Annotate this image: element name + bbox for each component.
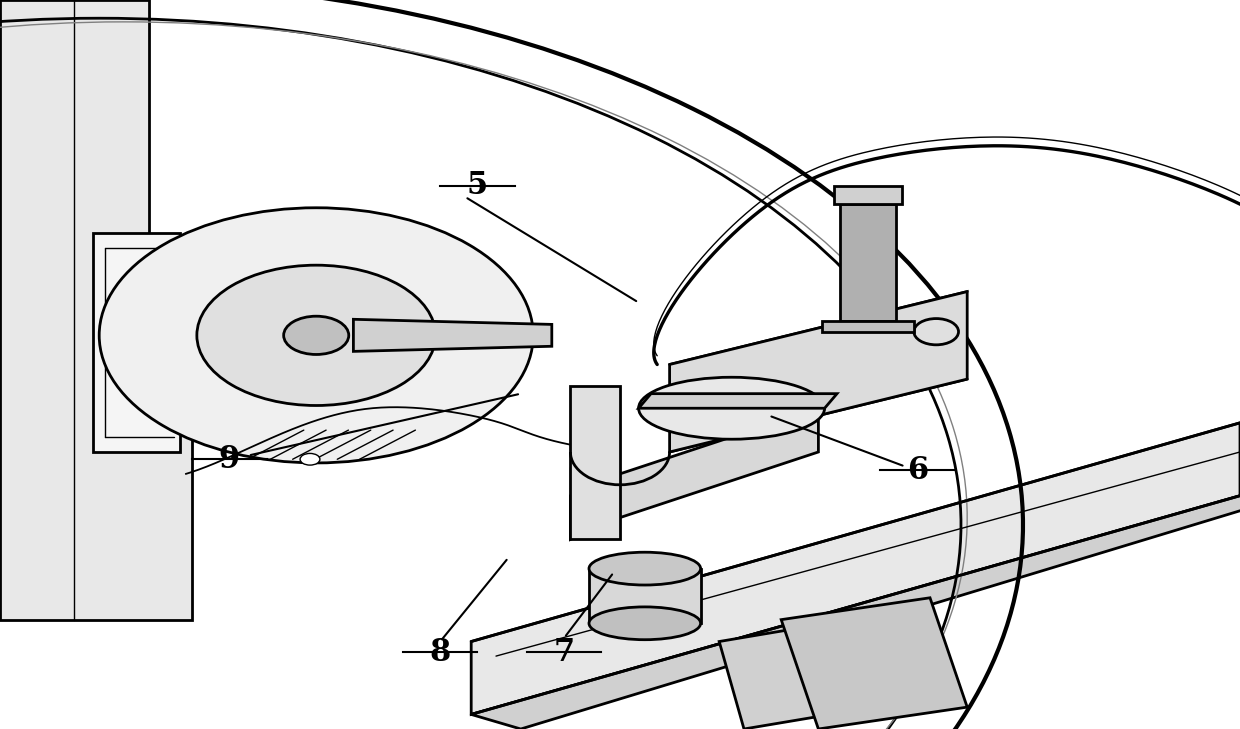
Circle shape	[914, 319, 959, 345]
Ellipse shape	[589, 553, 701, 585]
Ellipse shape	[589, 607, 701, 640]
Polygon shape	[570, 408, 818, 539]
Polygon shape	[570, 386, 620, 539]
Text: 9: 9	[218, 444, 241, 475]
Polygon shape	[353, 319, 552, 351]
Polygon shape	[589, 569, 701, 623]
Polygon shape	[833, 186, 901, 204]
Polygon shape	[93, 233, 180, 452]
Text: 6: 6	[906, 455, 929, 486]
Polygon shape	[781, 598, 967, 729]
Text: 5: 5	[466, 171, 489, 201]
Text: 7: 7	[553, 637, 575, 668]
Polygon shape	[670, 292, 967, 452]
Circle shape	[284, 316, 348, 354]
Polygon shape	[471, 423, 1240, 714]
Polygon shape	[639, 394, 837, 408]
Polygon shape	[821, 321, 914, 332]
Polygon shape	[471, 496, 1240, 729]
Circle shape	[197, 265, 435, 405]
Polygon shape	[0, 0, 192, 620]
Ellipse shape	[639, 378, 825, 439]
Circle shape	[300, 453, 320, 465]
Text: 8: 8	[429, 637, 451, 668]
Polygon shape	[719, 627, 831, 729]
Circle shape	[99, 208, 533, 463]
Polygon shape	[841, 204, 895, 321]
